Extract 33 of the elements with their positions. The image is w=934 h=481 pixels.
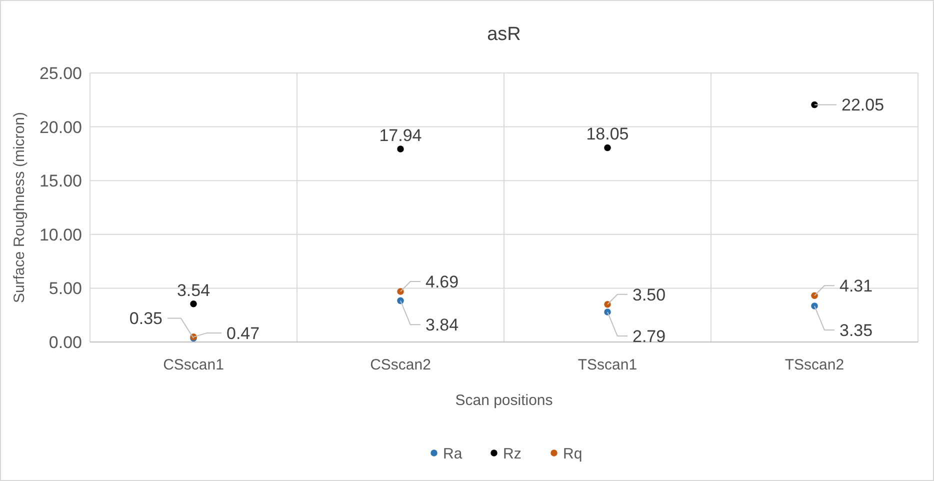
y-axis-title: Surface Roughness (micron) — [11, 112, 28, 303]
y-tick-label: 25.00 — [39, 64, 82, 83]
data-label: 3.50 — [632, 285, 666, 304]
data-label: 3.35 — [840, 320, 873, 340]
data-label: 4.31 — [840, 276, 873, 296]
x-tick-label: CSscan2 — [370, 356, 431, 374]
y-tick-label: 10.00 — [39, 225, 82, 244]
x-tick-label: TSscan1 — [578, 356, 638, 374]
point — [604, 308, 611, 316]
point — [811, 302, 818, 310]
legend-label: Rq — [563, 445, 582, 462]
y-tick-label: 20.00 — [39, 118, 82, 137]
data-label: 18.05 — [586, 124, 629, 144]
y-tick-label: 5.00 — [48, 279, 82, 298]
legend-label: Ra — [443, 445, 463, 462]
x-tick-label: TSscan2 — [784, 356, 844, 374]
data-label: 3.84 — [426, 316, 459, 335]
point — [190, 300, 197, 308]
y-tick-label: 0.00 — [48, 332, 82, 352]
point — [397, 146, 404, 152]
data-label: 3.54 — [176, 280, 210, 300]
data-label: 4.69 — [426, 272, 459, 292]
data-label: 22.05 — [842, 96, 884, 115]
data-label: 17.94 — [379, 126, 422, 145]
x-tick-label: CSscan1 — [163, 356, 224, 374]
point — [604, 144, 611, 152]
y-tick-label: 15.00 — [39, 172, 82, 191]
data-label: 0.47 — [226, 324, 260, 343]
x-axis-title: Scan positions — [455, 392, 553, 409]
data-label: 0.35 — [129, 309, 162, 328]
legend-label: Rz — [503, 445, 522, 462]
data-label: 2.79 — [632, 326, 666, 346]
chart-title: asR — [487, 24, 521, 45]
